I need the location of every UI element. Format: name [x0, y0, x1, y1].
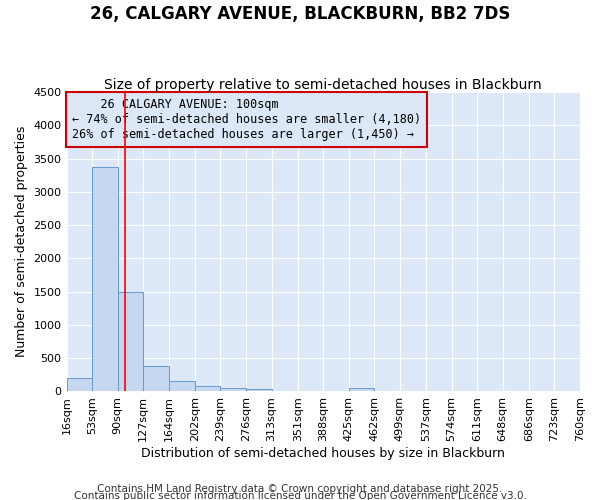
- Text: 26 CALGARY AVENUE: 100sqm
← 74% of semi-detached houses are smaller (4,180)
26% : 26 CALGARY AVENUE: 100sqm ← 74% of semi-…: [71, 98, 421, 141]
- Bar: [143, 366, 169, 392]
- Bar: [92, 166, 118, 392]
- Bar: [220, 388, 246, 392]
- Title: Size of property relative to semi-detached houses in Blackburn: Size of property relative to semi-detach…: [104, 78, 542, 92]
- Bar: [67, 378, 92, 392]
- Bar: [118, 292, 143, 392]
- Text: Contains public sector information licensed under the Open Government Licence v3: Contains public sector information licen…: [74, 491, 526, 500]
- X-axis label: Distribution of semi-detached houses by size in Blackburn: Distribution of semi-detached houses by …: [142, 447, 505, 460]
- Bar: [246, 389, 272, 392]
- Text: 26, CALGARY AVENUE, BLACKBURN, BB2 7DS: 26, CALGARY AVENUE, BLACKBURN, BB2 7DS: [90, 5, 510, 23]
- Bar: [169, 382, 195, 392]
- Y-axis label: Number of semi-detached properties: Number of semi-detached properties: [15, 126, 28, 358]
- Bar: [195, 386, 220, 392]
- Bar: [349, 388, 374, 392]
- Text: Contains HM Land Registry data © Crown copyright and database right 2025.: Contains HM Land Registry data © Crown c…: [97, 484, 503, 494]
